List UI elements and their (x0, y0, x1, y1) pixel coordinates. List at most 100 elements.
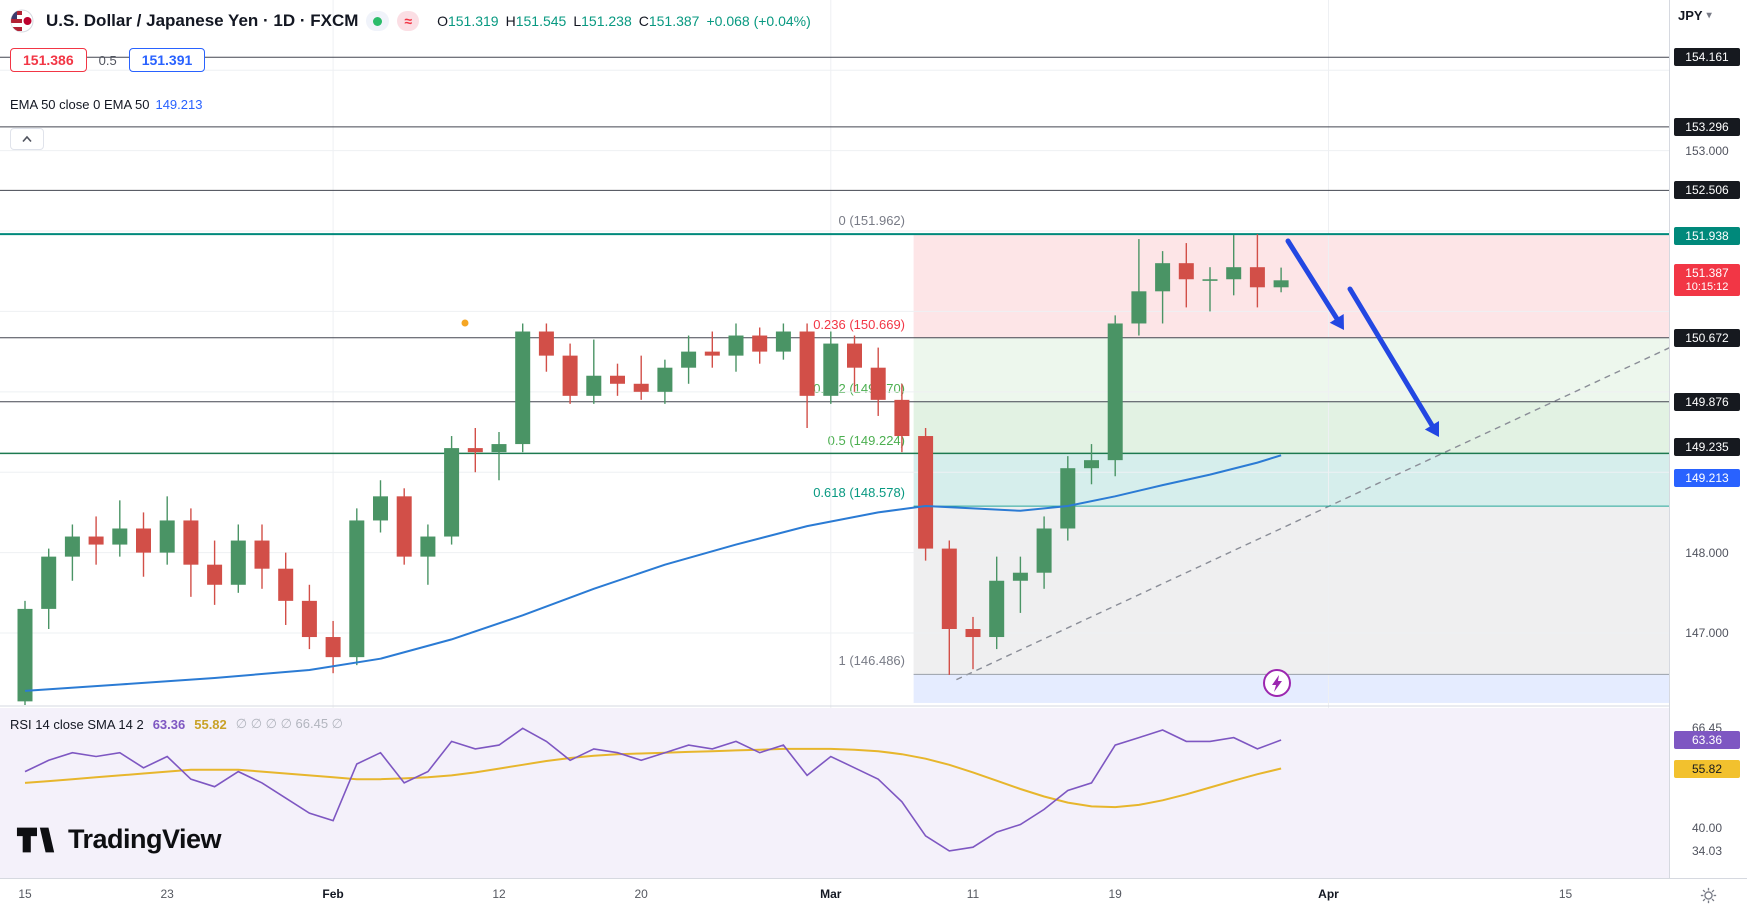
buy-button[interactable]: 151.391 (128, 48, 206, 72)
rsi-line (24, 727, 1282, 852)
price-axis-label: 149.213 (1674, 469, 1740, 487)
candle-body (586, 375, 602, 396)
fib-level-label: 0.236 (150.669) (813, 317, 905, 333)
time-axis-label: 15 (1558, 887, 1573, 901)
candle-body (752, 335, 768, 352)
candle-body (64, 536, 80, 557)
candle-body (278, 568, 294, 601)
candle-body (847, 343, 862, 368)
axis-settings-corner (1669, 878, 1747, 911)
ema-indicator-header[interactable]: EMA 50 close 0 EMA 50 149.213 (10, 94, 202, 114)
symbol-title[interactable]: U.S. Dollar / Japanese Yen · 1D · FXCM (46, 11, 359, 30)
collapse-indicators-button[interactable] (10, 128, 44, 150)
sell-button[interactable]: 151.386 (10, 48, 87, 72)
symbol-header: U.S. Dollar / Japanese Yen · 1D · FXCM ≈… (10, 8, 811, 34)
candle-body (538, 331, 554, 356)
candle-body (894, 399, 910, 437)
rsi-value: 63.36 (152, 716, 186, 732)
time-axis-month-label: Mar (820, 887, 842, 901)
candle-body (254, 540, 270, 569)
candle-body (1273, 280, 1289, 288)
candle-body (1155, 263, 1171, 292)
gear-icon[interactable] (1697, 885, 1719, 907)
candle-body (444, 448, 460, 537)
candle-body (1036, 528, 1052, 573)
candle-body (681, 351, 697, 368)
spread-label: 0.5 (98, 52, 117, 68)
candle-body (633, 383, 649, 392)
candle-body (1249, 267, 1265, 288)
usdjpy-flag-icon (10, 9, 34, 33)
price-axis-label: 149.876 (1674, 392, 1740, 411)
candle-body (41, 556, 57, 609)
time-axis-label: 12 (492, 887, 506, 901)
price-axis-label: 147.000 (1685, 626, 1729, 640)
quote-panel: 151.386 0.5 151.391 (10, 46, 206, 74)
chevron-down-icon: ▾ (1706, 10, 1712, 21)
price-axis-label: 152.506 (1674, 181, 1740, 200)
candle-body (965, 628, 981, 638)
ema-indicator-label: EMA 50 close 0 EMA 50 (10, 96, 150, 112)
tradingview-logo[interactable]: TradingView (16, 824, 222, 855)
candle-body (17, 608, 33, 702)
rsi-indicator-header[interactable]: RSI 14 close SMA 14 2 63.36 55.82 ∅ ∅ ∅ … (10, 716, 343, 732)
candle-body (467, 448, 483, 453)
candle-body (159, 520, 175, 553)
price-axis[interactable]: JPY ▾ 154.161 153.296 153.000 152.506 151.93… (1669, 0, 1747, 911)
rsi-axis-label: 63.36 (1674, 731, 1740, 749)
candle-body (1202, 279, 1218, 281)
candle-body (918, 436, 934, 549)
candle-body (1226, 267, 1242, 280)
delayed-data-icon: ≈ (397, 11, 420, 31)
time-axis-label: 23 (160, 887, 174, 901)
time-axis-label: 20 (634, 887, 648, 901)
change-readout: +0.068 (+0.04%) (706, 13, 811, 29)
rsi-hidden-plots: ∅ ∅ ∅ ∅ 66.45 ∅ (235, 716, 343, 731)
candle-body (562, 355, 578, 396)
fib-band (913, 454, 1669, 507)
candle-body (373, 496, 388, 521)
tradingview-mark-icon (16, 827, 55, 852)
ema50-line (24, 454, 1282, 692)
fib-band (913, 234, 1669, 339)
rsi-axis-label: 55.82 (1674, 759, 1740, 778)
rsi-sma-value: 55.82 (194, 716, 227, 732)
candle-body (704, 351, 720, 356)
time-axis-month-label: Feb (322, 887, 344, 901)
candle-body (230, 540, 246, 585)
fib-band (913, 674, 1669, 703)
ohlc-readout: O151.319 H151.545 L151.238 C151.387 +0.0… (437, 13, 811, 29)
candle-body (799, 331, 815, 396)
price-lines (0, 56, 1669, 675)
candle-body (823, 343, 839, 396)
alert-dot-marker (461, 319, 469, 327)
candle-body (1012, 572, 1028, 581)
currency-selector[interactable]: JPY ▾ (1678, 8, 1712, 23)
candle-body (1131, 291, 1147, 324)
candle-body (207, 564, 223, 585)
fib-level-label: 1 (146.486) (838, 653, 906, 669)
rsi-series (24, 727, 1282, 852)
fib-band (913, 506, 1669, 675)
fib-level-label: 0.5 (149.224) (827, 433, 905, 449)
market-open-dot-icon (366, 11, 390, 31)
candle-body (1084, 460, 1099, 469)
time-axis-month-label: Apr (1318, 887, 1339, 901)
candle-body (610, 375, 625, 384)
price-axis-label: 153.000 (1685, 143, 1729, 158)
rsi-pane-background (0, 708, 1669, 878)
fib-level-label: 0 (151.962) (838, 213, 906, 229)
time-axis-label: 15 (18, 887, 32, 901)
tradingview-wordmark: TradingView (68, 824, 222, 854)
lightning-icon (1272, 675, 1282, 692)
candle-body (420, 536, 436, 557)
time-axis[interactable]: 15 23 Feb 12 20 Mar 11 19 Apr 15 (0, 878, 1669, 911)
candle-body (870, 367, 886, 400)
time-axis-label: 11 (966, 887, 980, 901)
fib-band (913, 338, 1669, 403)
candle-body (728, 335, 744, 356)
price-axis-label: 151.938 (1674, 227, 1740, 245)
bar-countdown: 10:15:12 (1685, 281, 1729, 294)
candle-body (112, 528, 128, 545)
